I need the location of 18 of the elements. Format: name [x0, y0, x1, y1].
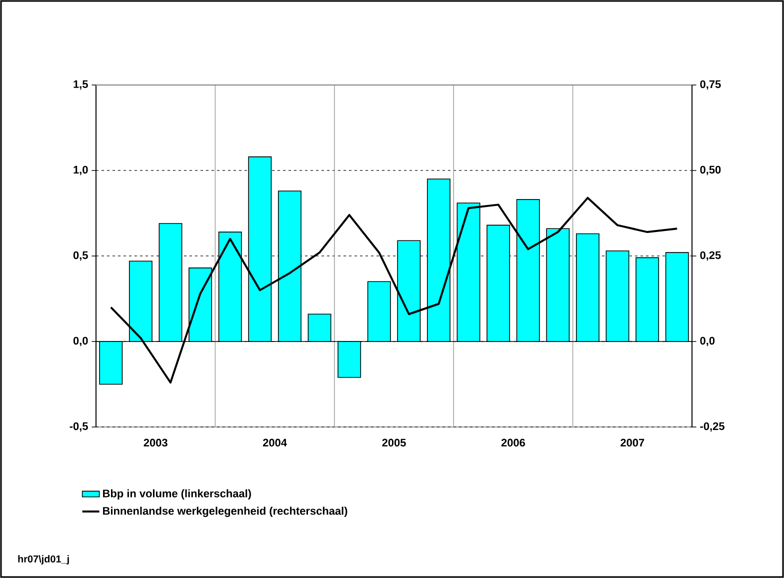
x-tick-label: 2005 [382, 438, 406, 447]
legend-label: Bbp in volume (linkerschaal) [103, 489, 251, 500]
y-tick-label: 1,5 [74, 80, 88, 90]
legend-label: Binnenlandse werkgelegenheid (rechterschaal) [103, 506, 348, 517]
y-tick-label: -0,5 [70, 422, 88, 432]
y-tick-label: 1,0 [74, 166, 88, 176]
y2-tick-label: 0,75 [700, 80, 721, 90]
y2-tick-label: 0,0 [700, 336, 715, 346]
y2-tick-label: 0,50 [700, 166, 721, 176]
text: hr07\jd01_j [18, 555, 69, 564]
x-tick-label: 2006 [501, 438, 525, 447]
y-tick-label: 0,0 [73, 336, 88, 346]
y2-tick-label: -0,25 [700, 422, 724, 432]
x-tick-label: 2003 [144, 438, 168, 447]
x-tick-label: 2004 [262, 438, 287, 447]
y-tick-label: 0,5 [73, 251, 88, 261]
x-tick-label: 2007 [620, 438, 644, 447]
y2-tick-label: 0,25 [700, 251, 721, 261]
